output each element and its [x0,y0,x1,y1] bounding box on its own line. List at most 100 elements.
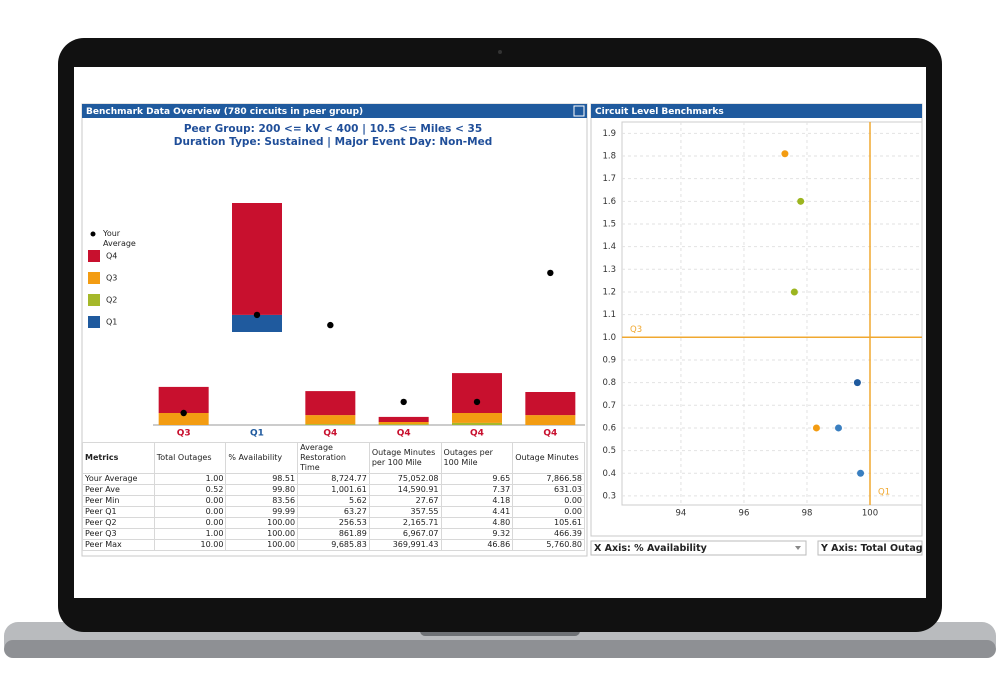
x-axis-select-label[interactable]: X Axis: % Availability [594,543,708,554]
y-tick-label: 1.3 [602,265,616,275]
y-tick-label: 1.4 [602,242,616,252]
table-cell: 0.00 [512,506,585,518]
quartile-label: Q3 [177,429,191,439]
table-cell: 75,052.08 [368,473,442,485]
y-tick-label: 0.3 [602,491,616,501]
table-row: Peer Max 10.00 100.00 9,685.83 369,991.43 46.… [82,539,585,551]
camera [498,50,502,54]
bar-segment [452,413,502,423]
y-tick-label: 0.6 [602,423,616,433]
quartile-label: Q1 [250,429,264,439]
x-tick-label: 98 [802,509,813,519]
table-row: Peer Q2 0.00 100.00 256.53 2,165.71 4.80 105.6… [82,517,585,529]
scatter-point [797,197,805,205]
table-cell: 0.00 [153,517,227,529]
y-tick-label: 1.2 [602,287,616,297]
bar-segment [305,391,356,416]
table-cell: 5.62 [297,495,370,507]
table-cell: Your Average [82,473,155,485]
table-cell: 861.89 [297,528,370,540]
y-tick-label: 1.7 [602,174,616,184]
average-marker [473,398,481,406]
legend-marker [90,231,96,237]
y-tick-label: 1.5 [602,219,616,229]
subtitle: Peer Group: 200 <= kV < 400 | 10.5 <= Mi… [184,123,482,135]
table-cell: 9.65 [440,473,514,485]
scatter-point [857,469,865,477]
table-cell: 4.80 [440,517,514,529]
column-header: Outages per 100 Mile [440,442,514,474]
legend-swatch [88,272,100,284]
average-marker [327,321,334,329]
table-cell: 1,001.61 [297,484,370,496]
table-cell: 100.00 [225,517,299,529]
table-cell: 100.00 [225,528,299,540]
y-axis-select[interactable] [817,540,923,556]
y-tick-label: 1.8 [602,151,616,161]
table-row: Peer Q1 0.00 99.99 63.27 357.55 4.41 0.00 [82,506,585,518]
y-tick-label: 1.0 [602,333,616,343]
x-axis-select[interactable] [590,540,807,556]
table-cell: 99.99 [225,506,299,518]
bar-segment [232,203,282,315]
table-cell: 98.51 [225,473,299,485]
average-marker [547,269,554,277]
table-cell: 9,685.83 [297,539,370,551]
bar-segment [305,415,356,425]
legend-swatch [88,294,100,306]
table-cell: 99.80 [225,484,299,496]
table-cell: 7,866.58 [512,473,585,485]
table-cell: 631.03 [512,484,585,496]
x-tick-label: 100 [862,509,878,519]
y-tick-label: 0.8 [602,378,616,388]
table-cell: 0.00 [153,506,227,518]
y-tick-label: 0.4 [602,469,616,479]
table-cell: 4.18 [440,495,514,507]
table-cell: Peer Ave [82,484,155,496]
table-cell: 466.39 [512,528,585,540]
bar-segment [305,424,356,425]
y-tick-label: 1.6 [602,197,616,207]
table-cell: 0.00 [512,495,585,507]
y-tick-label: 0.5 [602,446,616,456]
table-cell: 256.53 [297,517,370,529]
column-header: % Availability [225,442,299,474]
legend-label: Q3 [106,274,117,283]
table-row: Peer Ave 0.52 99.80 1,001.61 14,590.91 7.37 63… [82,484,585,496]
y-tick-label: 1.9 [602,129,616,139]
scatter-point [790,288,798,296]
quartile-label: Q4 [543,429,557,439]
dropdown-arrow[interactable] [795,546,801,550]
x-tick-label: 94 [676,509,687,519]
table-cell: Peer Q2 [82,517,155,529]
legend-swatch [88,250,100,262]
legend-swatch [88,316,100,328]
maximize-icon[interactable] [573,105,585,117]
left-panel-header [82,104,587,118]
scatter-point [834,424,842,432]
bar-segment [452,373,502,413]
y-tick-label: 0.7 [602,401,616,411]
bar-segment [525,392,576,416]
table-cell: 357.55 [368,506,442,518]
right-panel-header [591,104,922,118]
left-panel-title: Benchmark Data Overview (780 circuits in… [86,107,363,117]
x-tick-label: 96 [739,509,750,519]
y-tick-label: 0.9 [602,355,616,365]
table-cell: 0.00 [153,495,227,507]
reference-label: Q3 [630,325,642,335]
column-header: Outage Minutes [512,442,585,474]
plot-area [621,121,923,506]
table-cell: 2,165.71 [368,517,442,529]
table-cell: 100.00 [225,539,299,551]
table-cell: 27.67 [368,495,442,507]
y-axis-select-label[interactable]: Y Axis: Total Outag [820,543,923,554]
table-row: Peer Q3 1.00 100.00 861.89 6,967.07 9.32 466.3… [82,528,585,540]
bar-segment [452,422,502,425]
quartile-label: Q4 [397,429,411,439]
column-header: Outage Minutes per 100 Mile [368,442,442,474]
table-cell: 46.86 [440,539,514,551]
legend-label: Q2 [106,296,117,305]
